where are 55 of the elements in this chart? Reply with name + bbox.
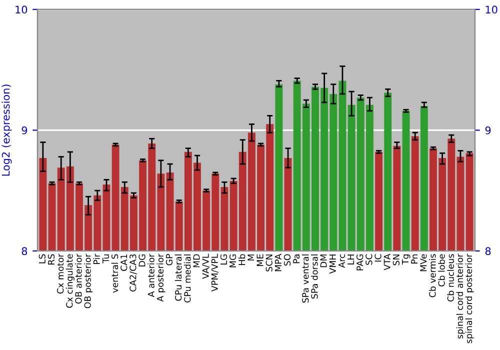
- x-tick-label: Tg: [402, 254, 410, 265]
- x-tick-label: A posterior: [156, 254, 166, 302]
- y-axis-title: Log2 (expression): [2, 84, 12, 176]
- x-tick-label: MPA: [274, 254, 282, 272]
- x-tick-label: MD: [193, 254, 200, 268]
- x-tick-label: LS: [38, 254, 46, 264]
- x-tick-label: Hb: [238, 254, 246, 266]
- x-tick-label: spinal cord posterior: [465, 254, 474, 344]
- x-tick-label: VMH: [329, 254, 336, 274]
- y2-tick-label: 8: [485, 247, 491, 256]
- x-tick-label: Cb lobe: [438, 254, 445, 286]
- x-tick-label: GP: [166, 254, 173, 266]
- x-tick-label: Pir: [93, 254, 100, 264]
- x-tick-label: CPu medial: [184, 254, 191, 302]
- x-tick-label: OB posterior: [84, 254, 93, 308]
- x-tick-label: Cb vermis: [429, 254, 436, 298]
- x-tick-label: DG: [138, 254, 146, 266]
- x-tick-label: MVe: [420, 254, 427, 272]
- y2-tick-label: 10: [486, 6, 498, 14]
- x-tick-label: MG: [229, 254, 236, 268]
- x-tick-label: VTA: [384, 254, 390, 270]
- x-tick-label: Pa: [293, 254, 300, 264]
- x-tick-label: DM: [320, 254, 327, 268]
- x-tick-label: SCN: [266, 254, 272, 272]
- x-tick-label: LH: [348, 254, 354, 264]
- x-tick-label: spinal cord anterior: [456, 254, 465, 339]
- x-tick-label: Cx cingulate: [66, 254, 74, 308]
- x-tick-label: LG: [220, 254, 228, 265]
- x-tick-label: CA2/CA3: [130, 254, 137, 292]
- x-tick-label: SO: [284, 254, 291, 266]
- x-tick-label: A anterior: [148, 254, 154, 298]
- x-tick-label: ventral S: [111, 254, 118, 293]
- x-tick-label: SN: [392, 254, 400, 266]
- x-tick-label: OB anterior: [75, 254, 82, 304]
- x-tick-label: Tu: [102, 254, 110, 264]
- x-tick-label: SPa ventral: [302, 254, 309, 303]
- x-tick-label: Pn: [411, 254, 418, 264]
- x-tick-label: ME: [256, 254, 264, 266]
- x-tick-label: SPa dorsal: [311, 254, 318, 299]
- x-tick-label: CPu lateral: [174, 254, 182, 301]
- y-tick-label: 10: [16, 6, 28, 14]
- x-tick-label: Arc: [338, 254, 346, 268]
- x-tick-label: RS: [48, 254, 55, 265]
- x-tick-label: CA1: [120, 254, 128, 271]
- y-tick-label: 9: [22, 126, 28, 134]
- y2-tick-label: 9: [485, 126, 491, 134]
- x-tick-label: VA/VL: [202, 254, 210, 279]
- x-tick-label: Cx motor: [57, 254, 64, 294]
- x-tick-label: Cb nucleus: [447, 254, 454, 302]
- x-tick-label: VPM/VPL: [211, 254, 219, 292]
- x-tick-label: SC: [366, 254, 372, 265]
- x-tick-label: PAG: [356, 254, 364, 270]
- x-tick-label: M: [248, 254, 254, 260]
- x-tick-label: IC: [374, 254, 382, 262]
- y-tick-label: 8: [22, 247, 28, 256]
